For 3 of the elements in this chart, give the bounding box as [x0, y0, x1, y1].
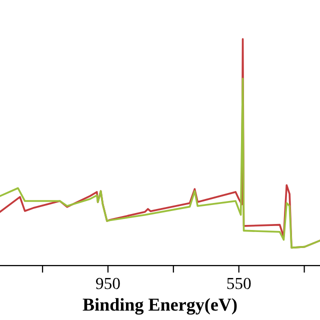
x-tick-label: 950 [96, 278, 120, 290]
x-axis-title: Binding Energy(eV) [82, 298, 237, 315]
x-tick-label: 550 [227, 278, 251, 290]
